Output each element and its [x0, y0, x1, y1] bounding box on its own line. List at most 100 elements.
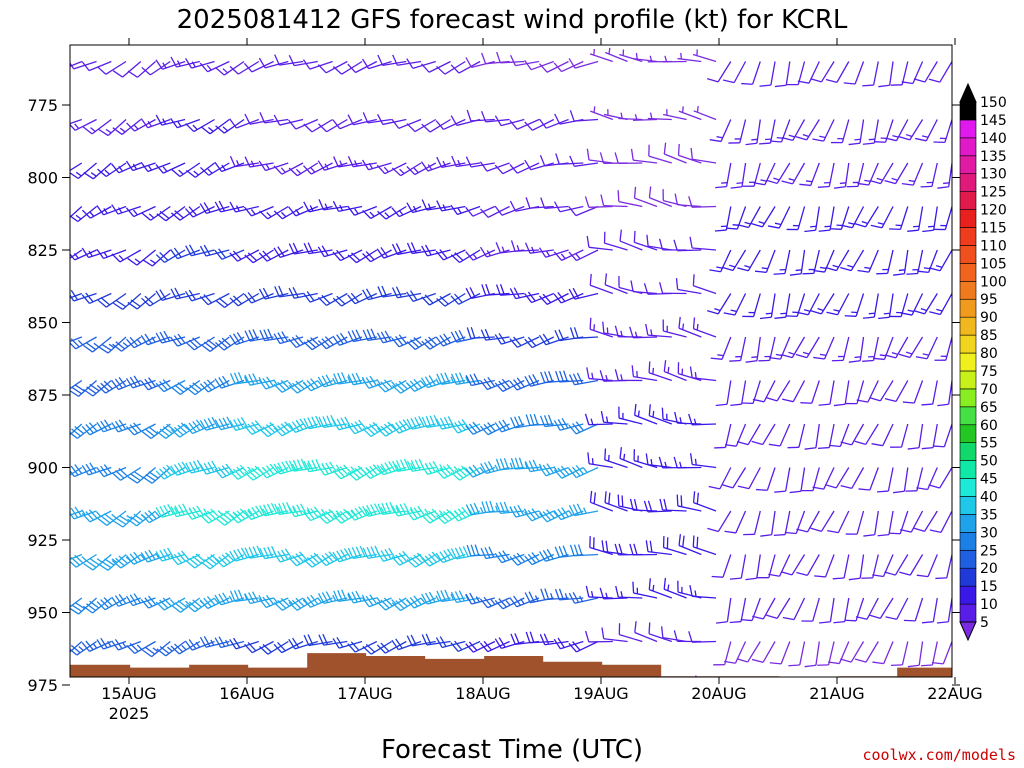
barb-full [568, 505, 576, 516]
wind-barb [786, 206, 806, 231]
barb-full [439, 417, 447, 429]
barb-full [269, 463, 278, 474]
barb-full [100, 599, 110, 609]
barb-staff [924, 510, 938, 532]
barb-full [398, 380, 408, 390]
barb-half [634, 331, 638, 338]
barb-full [148, 377, 157, 388]
wind-barb [70, 118, 83, 125]
barb-half [495, 505, 499, 512]
wind-barb [603, 231, 628, 251]
wind-barb [302, 378, 333, 392]
barb-full [162, 426, 173, 435]
colorbar-swatch [959, 334, 977, 354]
wind-barb [795, 685, 804, 709]
barb-full [524, 60, 532, 71]
wind-barb [495, 458, 525, 471]
barb-staff [412, 685, 436, 689]
barb-full [130, 299, 141, 307]
barb-full [450, 471, 461, 481]
wind-barb [870, 206, 894, 229]
wind-barb [98, 336, 127, 354]
barb-full [74, 506, 82, 517]
barb-full [274, 680, 279, 690]
barb-full [185, 58, 193, 69]
wind-barb [214, 636, 245, 649]
barb-staff [428, 685, 451, 693]
barb-full [774, 84, 787, 88]
barb-staff [677, 249, 702, 252]
barb-half [61, 257, 66, 261]
barb-half [119, 127, 126, 133]
barb-full [358, 506, 367, 517]
barb-half [744, 221, 751, 225]
wind-barb [916, 467, 938, 491]
wind-barb [568, 421, 599, 435]
barb-half [582, 467, 588, 473]
barb-full [729, 620, 742, 624]
barb-full [799, 183, 811, 187]
barb-half [623, 453, 626, 461]
wind-barb [435, 118, 466, 131]
barb-full [406, 510, 415, 521]
barb-full [248, 546, 255, 558]
wind-barb [421, 414, 451, 428]
barb-full [454, 640, 463, 651]
wind-barb [584, 413, 613, 426]
wind-barb [900, 293, 924, 316]
barb-staff [740, 554, 747, 579]
wind-barb [126, 640, 156, 654]
barb-half [524, 462, 528, 469]
colorbar-label: 40 [980, 489, 998, 505]
barb-staff [10, 642, 23, 662]
barb-full [81, 294, 90, 304]
wind-barb [648, 677, 672, 685]
barb-full [89, 600, 100, 609]
barb-full [484, 547, 491, 559]
barb-full [544, 371, 550, 383]
barb-full [439, 551, 447, 562]
barb-staff [26, 424, 38, 445]
barb-full [465, 287, 472, 299]
barb-full [130, 516, 141, 524]
barb-full [100, 420, 108, 431]
barb-staff [618, 200, 643, 208]
wind-barb [465, 592, 495, 605]
barb-full [869, 179, 881, 185]
wind-barb [111, 162, 142, 174]
wind-barb [362, 249, 392, 263]
barb-full [111, 422, 119, 433]
barb-half [148, 213, 155, 219]
barb-staff [901, 61, 909, 85]
y-tick-label: 925 [27, 531, 58, 550]
barb-full [184, 509, 193, 520]
barb-staff [384, 162, 407, 175]
barb-full [688, 413, 693, 426]
wind-barb [936, 597, 952, 624]
wind-barb [937, 380, 952, 407]
colorbar-swatch [959, 191, 977, 210]
barb-staff [70, 162, 83, 172]
barb-staff [472, 205, 496, 217]
barb-full [83, 388, 94, 397]
barb-staff [92, 162, 112, 180]
barb-staff [634, 197, 658, 208]
barb-full [601, 627, 605, 639]
barb-half [553, 466, 558, 472]
barb-full [255, 505, 263, 516]
barb-full [391, 384, 402, 394]
barb-full [232, 250, 242, 260]
barb-full [688, 196, 693, 208]
colorbar-label: 140 [980, 131, 1007, 147]
barb-full [418, 416, 425, 427]
barb-half [899, 705, 905, 706]
wind-barb [347, 292, 378, 305]
barb-full [344, 416, 351, 428]
wind-barb [862, 293, 879, 319]
wind-barb [171, 597, 201, 613]
barb-staff [719, 467, 732, 490]
barb-full [156, 213, 167, 222]
barb-full [421, 514, 431, 524]
barb-full [575, 465, 585, 475]
barb-full [111, 640, 119, 651]
